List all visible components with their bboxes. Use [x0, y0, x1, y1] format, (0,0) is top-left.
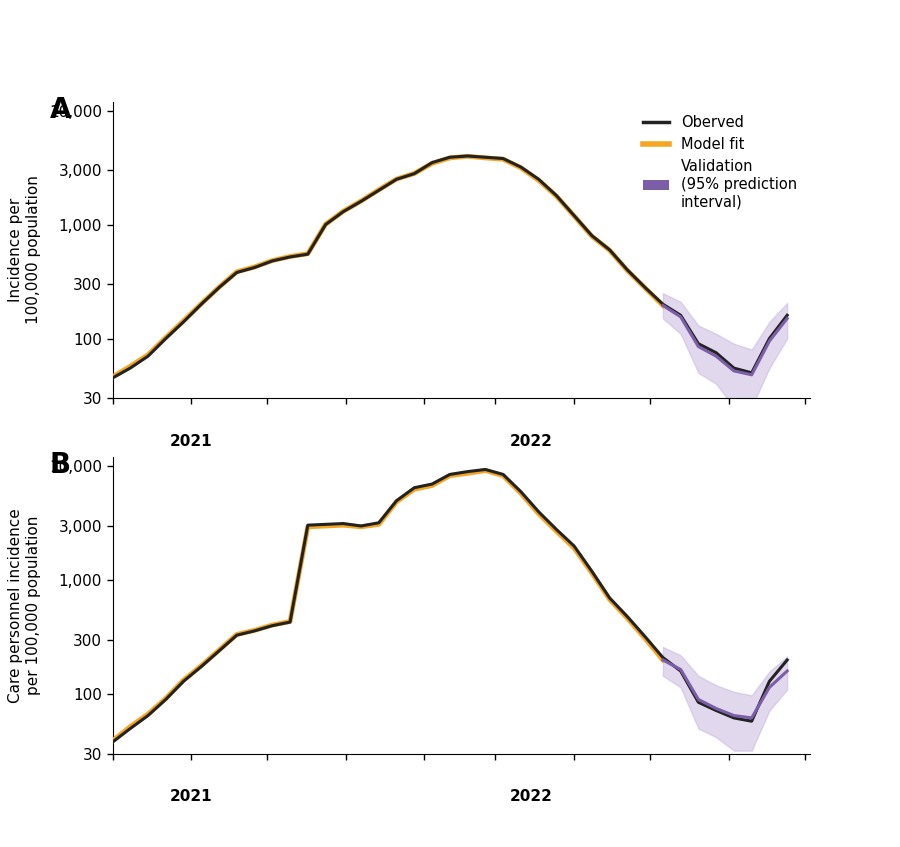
Y-axis label: Care personnel incidence
per 100,000 population: Care personnel incidence per 100,000 pop…	[8, 508, 40, 703]
Text: 2022: 2022	[509, 789, 553, 805]
Text: 2021: 2021	[170, 434, 212, 449]
Text: 2021: 2021	[170, 789, 212, 805]
Y-axis label: Incidence per
100,000 population: Incidence per 100,000 population	[8, 175, 40, 324]
Text: A: A	[50, 96, 71, 124]
Text: B: B	[50, 451, 71, 479]
Legend: Oberved, Model fit, Validation
(95% prediction
interval): Oberved, Model fit, Validation (95% pred…	[637, 109, 803, 215]
Text: 2022: 2022	[509, 434, 553, 449]
